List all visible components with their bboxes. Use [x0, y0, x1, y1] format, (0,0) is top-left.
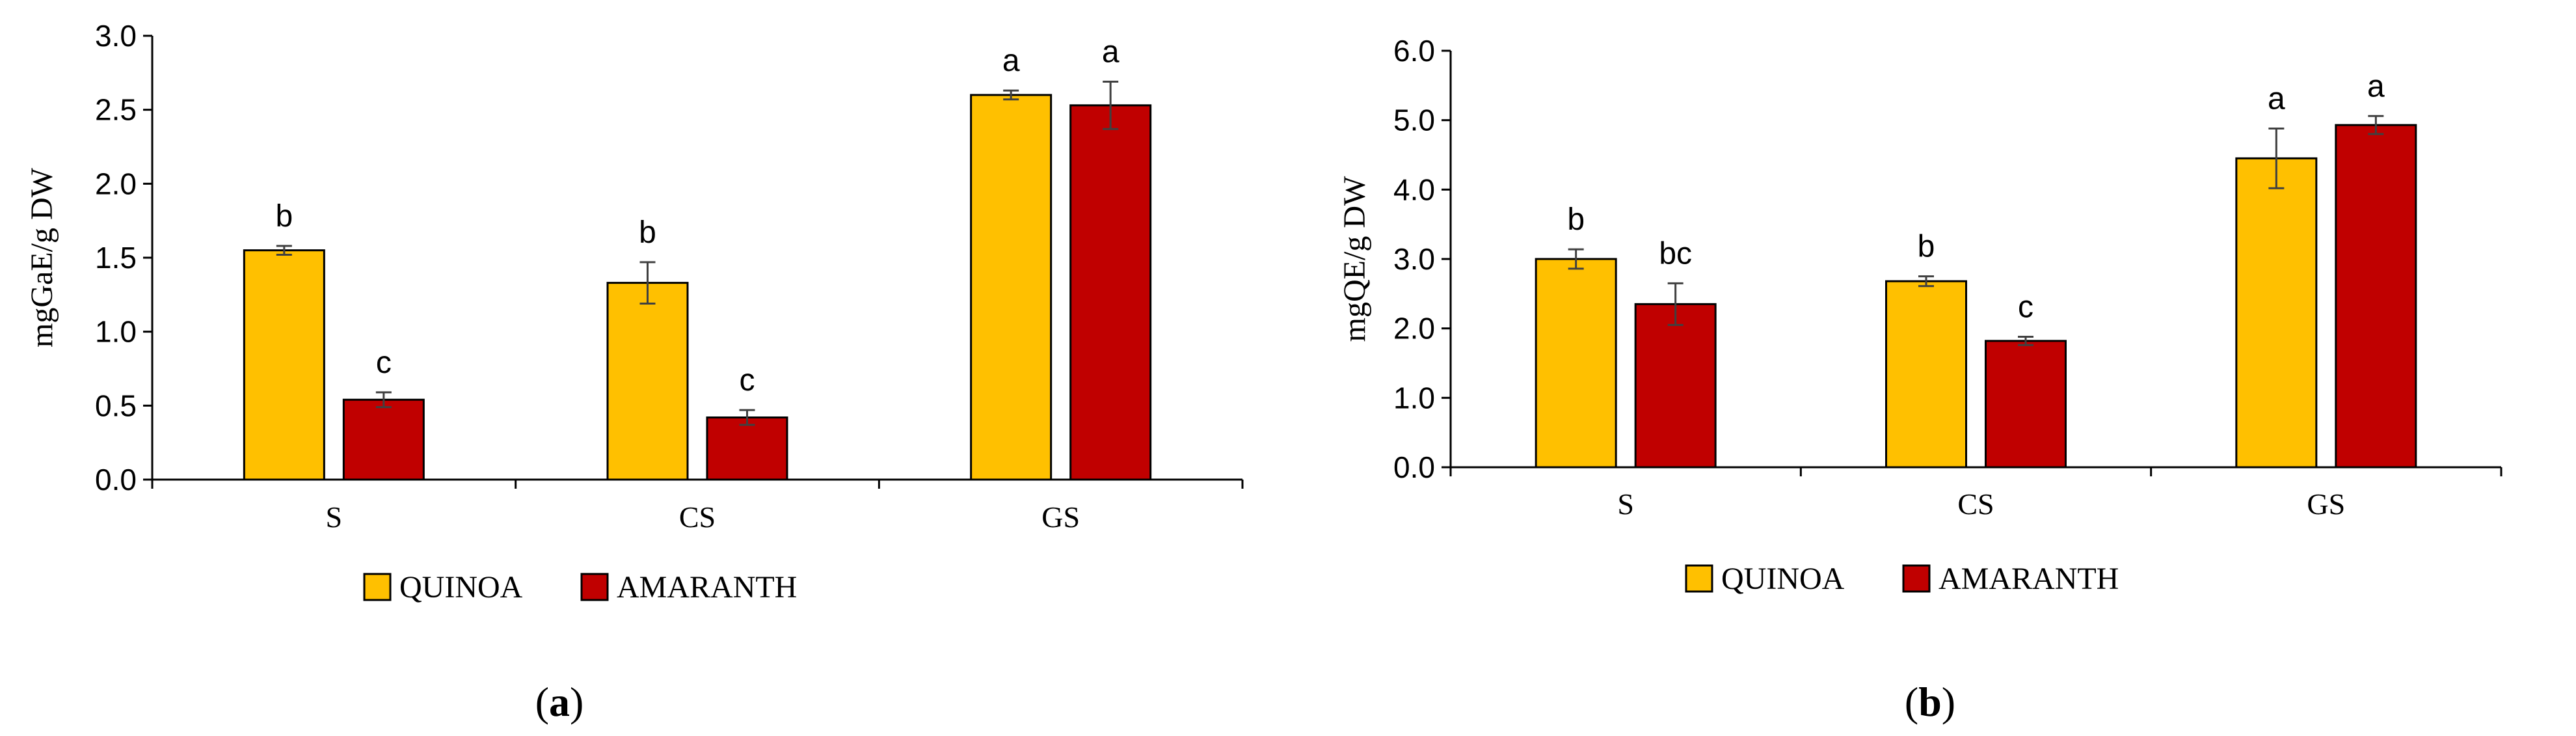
- significance-label: c: [740, 363, 755, 398]
- chart-panel-a: 0.0 0.5 1.0 1.5 2.0 2.5 3.0 mgGaE/g DW b c Sb c CS a a…: [25, 19, 1244, 725]
- y-tick-label: 0.0: [95, 463, 137, 497]
- bar-quinoa-gs: [970, 94, 1053, 481]
- significance-label: b: [1567, 202, 1585, 237]
- y-tick-label: 2.5: [95, 93, 137, 127]
- y-tick-label: 3.0: [95, 19, 137, 53]
- y-axis-label: mgQE/g DW: [1337, 176, 1372, 342]
- bar-amaranth-s: [1634, 303, 1717, 469]
- x-category-label: CS: [679, 500, 716, 534]
- legend-label-amaranth: AMARANTH: [617, 570, 797, 605]
- bar-amaranth-cs: [1985, 340, 2067, 469]
- x-category-label: GS: [2307, 487, 2345, 521]
- significance-label: a: [1102, 34, 1120, 69]
- significance-label: a: [2367, 69, 2385, 103]
- panel-label: (a): [535, 679, 584, 725]
- significance-label: a: [2268, 81, 2285, 116]
- bar-amaranth-gs: [1069, 104, 1152, 481]
- panel-label: (b): [1905, 679, 1955, 725]
- legend-swatch-quinoa: [1685, 564, 1713, 593]
- legend-label-quinoa: QUINOA: [399, 570, 523, 605]
- x-category-label: GS: [1041, 500, 1080, 534]
- bar-amaranth-gs: [2335, 124, 2417, 469]
- y-tick-label: 3.0: [1393, 242, 1435, 276]
- y-tick-label: 0.0: [1393, 450, 1435, 484]
- y-tick-label: 1.0: [95, 315, 137, 349]
- legend-label-amaranth: AMARANTH: [1939, 562, 2119, 596]
- legend-swatch-amaranth: [1902, 564, 1931, 593]
- y-tick-label: 2.0: [95, 167, 137, 200]
- legend-swatch-quinoa: [363, 573, 392, 601]
- bar-amaranth-s: [342, 398, 425, 481]
- bar-amaranth-cs: [706, 416, 788, 481]
- bar-quinoa-cs: [606, 282, 689, 481]
- y-tick-label: 6.0: [1393, 34, 1435, 68]
- y-tick-label: 1.5: [95, 241, 137, 275]
- legend-label-quinoa: QUINOA: [1721, 562, 1845, 596]
- significance-label: b: [275, 199, 293, 234]
- significance-label: bc: [1659, 236, 1692, 271]
- significance-label: b: [639, 215, 656, 250]
- y-axis-label: mgGaE/g DW: [25, 167, 59, 348]
- bar-quinoa-s: [1535, 258, 1617, 469]
- x-category-label: S: [1617, 487, 1634, 521]
- y-tick-label: 0.5: [95, 388, 137, 422]
- significance-label: b: [1918, 230, 1935, 264]
- y-tick-label: 2.0: [1393, 312, 1435, 346]
- y-tick-label: 1.0: [1393, 381, 1435, 415]
- bar-quinoa-gs: [2235, 157, 2318, 469]
- bar-quinoa-cs: [1885, 280, 1967, 469]
- y-tick-label: 5.0: [1393, 103, 1435, 137]
- significance-label: c: [376, 346, 392, 380]
- significance-label: c: [2018, 290, 2033, 324]
- x-category-label: CS: [1957, 487, 1994, 521]
- x-category-label: S: [326, 500, 343, 534]
- bar-quinoa-s: [243, 249, 325, 481]
- y-tick-label: 4.0: [1393, 172, 1435, 206]
- legend-swatch-amaranth: [580, 573, 609, 601]
- significance-label: a: [1002, 44, 1020, 78]
